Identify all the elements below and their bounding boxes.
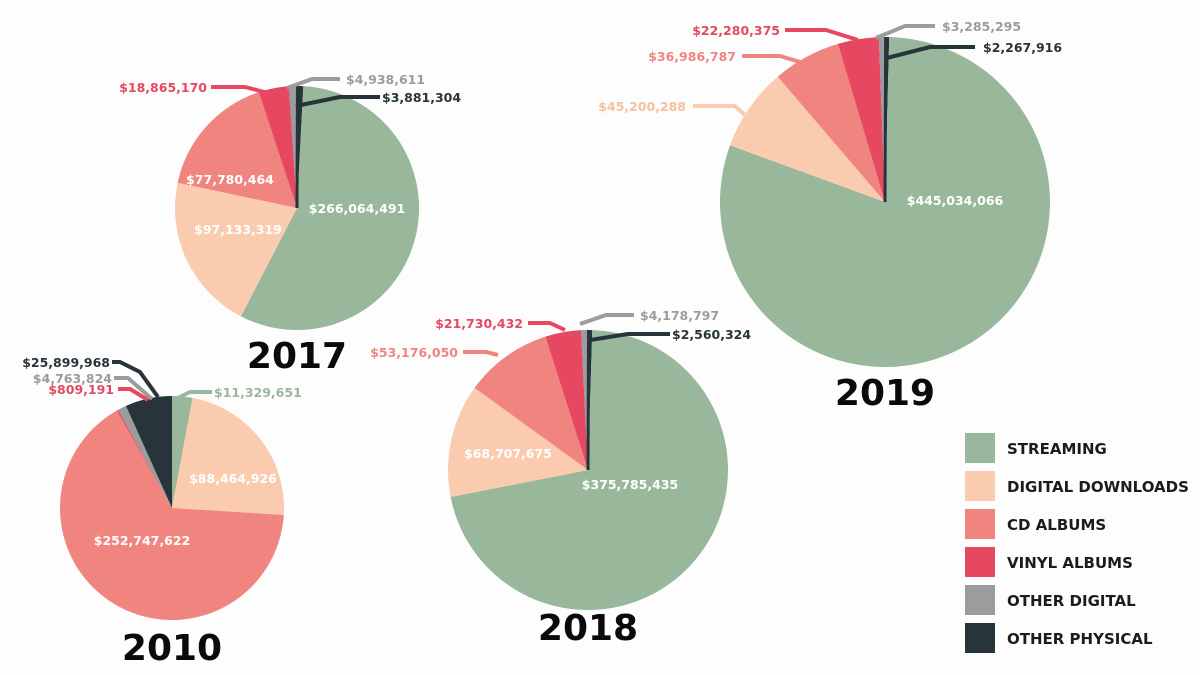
leader-line-2017-other-digital [286, 77, 340, 90]
legend-label: VINYL ALBUMS [1007, 554, 1133, 572]
callout-label-2019-other-digital: $3,285,295 [942, 19, 1021, 34]
slice-2019-vinyl-albums [837, 37, 885, 202]
callout-label-2010-other-digital: $4,763,824 [33, 371, 112, 386]
slice-2017-cd-albums [177, 92, 297, 208]
callout-label-2018-other-digital: $4,178,797 [640, 308, 719, 323]
slice-2018-digital-downloads [448, 387, 588, 498]
legend-label: OTHER PHYSICAL [1007, 630, 1153, 648]
callout-label-2010-streaming: $11,329,651 [214, 385, 302, 400]
pie-chart-2010: $88,464,926 $252,747,622 $11,329,651 $809,1… [22, 355, 302, 669]
leader-line-2018-vinyl-albums [528, 321, 566, 332]
year-title-2018: 2018 [538, 608, 638, 649]
leader-line-2010-other-physical [112, 360, 160, 399]
slice-2017-streaming [240, 86, 420, 331]
legend-item-other-physical: OTHER PHYSICAL [965, 623, 1153, 653]
slice-2018-streaming [450, 330, 729, 611]
leader-line-2018-other-digital [579, 313, 634, 326]
slice-2018-other-digital [581, 329, 588, 470]
year-title-2019: 2019 [835, 373, 935, 414]
slice-2010-digital-downloads [172, 397, 284, 515]
slice-label-2017-streaming: $266,064,491 [309, 201, 405, 216]
leader-line-2010-vinyl-albums [118, 387, 150, 402]
legend-item-digital-downloads: DIGITAL DOWNLOADS [965, 471, 1189, 501]
callout-label-2017-other-digital: $4,938,611 [346, 72, 425, 87]
slice-2018-vinyl-albums [545, 330, 588, 470]
legend-swatch [965, 509, 995, 539]
legend-label: CD ALBUMS [1007, 516, 1106, 534]
slice-2010-streaming [172, 396, 193, 508]
leader-line-2019-other-physical [886, 45, 975, 60]
legend-swatch [965, 623, 995, 653]
year-title-2010: 2010 [122, 628, 222, 669]
slice-2017-other-digital [288, 86, 297, 208]
slice-2010-other-digital [118, 405, 172, 508]
slice-label-2010-cd-albums: $252,747,622 [94, 533, 190, 548]
leader-line-2019-digital-downloads [693, 104, 747, 117]
leader-line-2017-other-physical [295, 95, 380, 108]
slice-label-2017-digital-downloads: $97,133,319 [194, 222, 282, 237]
callout-label-2017-vinyl-albums: $18,865,170 [119, 80, 207, 95]
leader-line-2019-cd-albums [742, 54, 801, 64]
legend-item-vinyl-albums: VINYL ALBUMS [965, 547, 1133, 577]
slice-2010-vinyl-albums [116, 409, 172, 508]
legend-item-other-digital: OTHER DIGITAL [965, 585, 1136, 615]
slice-2019-other-digital [878, 36, 885, 202]
legend-label: DIGITAL DOWNLOADS [1007, 478, 1189, 496]
legend-swatch [965, 547, 995, 577]
slice-2019-streaming [719, 37, 1050, 367]
slice-2010-other-physical [125, 396, 172, 508]
callout-label-2019-vinyl-albums: $22,280,375 [692, 23, 780, 38]
callout-label-2010-other-physical: $25,899,968 [22, 355, 110, 370]
callout-label-2018-other-physical: $2,560,324 [672, 327, 751, 342]
leader-line-2019-vinyl-albums [785, 28, 859, 42]
legend-label: STREAMING [1007, 440, 1107, 458]
leader-line-2010-other-digital [114, 376, 154, 401]
leader-line-2018-other-physical [589, 332, 670, 342]
pie-chart-2017: $266,064,491 $97,133,319 $77,780,464 $18,86… [119, 72, 461, 377]
slice-2017-vinyl-albums [258, 86, 297, 208]
slice-2010-cd-albums [59, 410, 284, 620]
pie-chart-2019: $445,034,066 $45,200,288 $36,986,787 $22,28… [598, 19, 1062, 414]
legend-swatch [965, 471, 995, 501]
callout-label-2017-other-physical: $3,881,304 [382, 90, 461, 105]
slice-label-2010-digital-downloads: $88,464,926 [189, 471, 277, 486]
slice-2017-digital-downloads [174, 182, 297, 317]
callout-label-2010-vinyl-albums: $809,191 [48, 382, 114, 397]
leader-line-2018-cd-albums [463, 350, 499, 357]
leader-line-2019-other-digital [875, 24, 935, 40]
legend: STREAMING DIGITAL DOWNLOADS CD ALBUMS VINYL… [965, 433, 1189, 653]
callout-label-2018-cd-albums: $53,176,050 [370, 345, 458, 360]
slice-2018-cd-albums [474, 336, 588, 470]
slice-edge-other-physical-2019 [883, 36, 888, 203]
callout-label-2019-digital-downloads: $45,200,288 [598, 99, 686, 114]
callout-label-2019-cd-albums: $36,986,787 [648, 49, 736, 64]
leader-line-2010-streaming [177, 390, 212, 400]
slice-label-2019-streaming: $445,034,066 [907, 193, 1004, 208]
callout-label-2019-other-physical: $2,267,916 [983, 40, 1062, 55]
legend-swatch [965, 433, 995, 463]
slice-edge-other-physical-2018 [586, 329, 591, 471]
slice-2019-digital-downloads [730, 76, 885, 202]
legend-label: OTHER DIGITAL [1007, 592, 1136, 610]
legend-swatch [965, 585, 995, 615]
callout-label-2018-vinyl-albums: $21,730,432 [435, 316, 523, 331]
slice-2019-cd-albums [777, 43, 885, 202]
leader-line-2017-vinyl-albums [211, 85, 269, 95]
pie-chart-2018: $375,785,435 $68,707,675 $53,176,050 $21,73… [370, 308, 751, 649]
legend-item-cd-albums: CD ALBUMS [965, 509, 1106, 539]
slice-label-2018-streaming: $375,785,435 [582, 477, 678, 492]
slice-label-2018-digital-downloads: $68,707,675 [464, 446, 552, 461]
legend-item-streaming: STREAMING [965, 433, 1107, 463]
slice-label-2017-cd-albums: $77,780,464 [186, 172, 274, 187]
year-title-2017: 2017 [247, 336, 347, 377]
